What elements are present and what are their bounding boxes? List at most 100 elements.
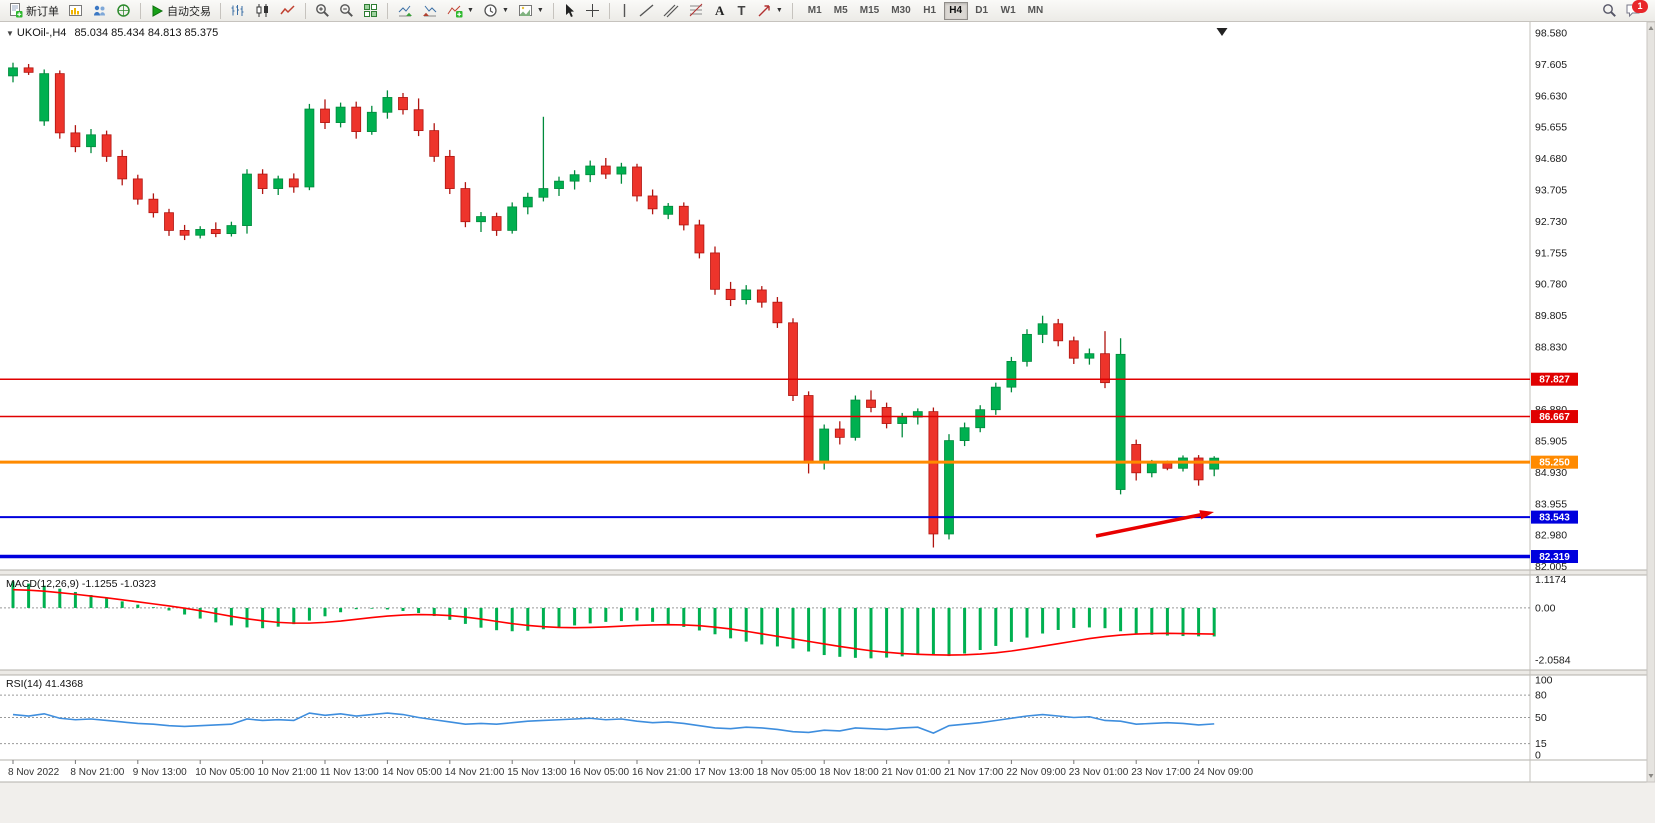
zoom-out-button[interactable]: [335, 1, 358, 21]
svg-text:0.00: 0.00: [1535, 602, 1556, 614]
svg-text:84.930: 84.930: [1535, 467, 1567, 479]
text-icon: A: [715, 3, 725, 18]
zoom-out-icon: [340, 4, 353, 17]
svg-text:11 Nov 13:00: 11 Nov 13:00: [320, 767, 379, 778]
cursor-button[interactable]: [559, 1, 580, 21]
bar-chart-icon: [231, 5, 244, 16]
arrow-tool-icon: [758, 5, 770, 17]
vertical-scrollbar[interactable]: [1646, 22, 1655, 783]
indicators-add-icon: [447, 5, 463, 18]
profiles-button[interactable]: [88, 1, 111, 21]
chart-ohlc-values: 85.034 85.434 84.813 85.375: [74, 27, 219, 39]
timeframe-mn-button[interactable]: MN: [1023, 2, 1049, 20]
timeframe-m1-button[interactable]: M1: [803, 2, 827, 20]
svg-text:93.705: 93.705: [1535, 185, 1567, 197]
templates-button[interactable]: ▼: [514, 1, 548, 21]
tile-windows-icon: [364, 4, 377, 17]
crosshair-button[interactable]: [581, 1, 604, 21]
rsi-panel: 100 80 50 150: [0, 675, 1553, 761]
vertical-line-button[interactable]: [615, 1, 634, 21]
refresh-button[interactable]: [112, 1, 135, 21]
rsi-line: [12, 712, 1215, 735]
timeframe-m5-button[interactable]: M5: [829, 2, 853, 20]
svg-text:9 Nov 13:00: 9 Nov 13:00: [133, 767, 187, 778]
chart-window[interactable]: 98.580 97.605 96.630 95.655 94.680 93.705 92.7…: [0, 22, 1655, 823]
timeframe-m30-button[interactable]: M30: [886, 2, 915, 20]
svg-text:82.319: 82.319: [1539, 552, 1570, 563]
bar-chart-button[interactable]: [226, 1, 250, 21]
timeframe-w1-button[interactable]: W1: [996, 2, 1021, 20]
svg-text:82.005: 82.005: [1535, 561, 1567, 573]
macd-values: -1.1255 -1.0323: [81, 578, 157, 590]
time-axis: 8 Nov 2022 8 Nov 21:00 9 Nov 13:00 10 Nov 0…: [8, 760, 1254, 778]
auto-trading-label: 自动交易: [167, 5, 211, 18]
globe-icon: [117, 4, 130, 17]
svg-text:88.830: 88.830: [1535, 341, 1567, 353]
svg-text:23 Nov 17:00: 23 Nov 17:00: [1131, 767, 1191, 778]
chevron-down-icon: ▼: [501, 7, 509, 14]
chart-shift-button[interactable]: [418, 1, 442, 21]
svg-text:A: A: [715, 3, 725, 18]
chart-symbol-period: UKOil-,H4: [16, 27, 67, 39]
search-button[interactable]: [1598, 1, 1621, 21]
fibonacci-icon: [689, 3, 703, 17]
svg-text:50: 50: [1535, 712, 1547, 724]
trendline-button[interactable]: [635, 1, 658, 21]
timeframe-h1-button[interactable]: H1: [918, 2, 942, 20]
label-tool-button[interactable]: T: [731, 1, 752, 21]
zoom-in-icon: [316, 4, 329, 17]
notifications-button[interactable]: 1: [1621, 0, 1648, 21]
chevron-down-icon: ▼: [775, 7, 783, 14]
autoscroll-icon: [398, 5, 412, 17]
channel-button[interactable]: [659, 1, 683, 21]
svg-text:10 Nov 21:00: 10 Nov 21:00: [258, 767, 318, 778]
candlestick-button[interactable]: [251, 1, 275, 21]
chart-title: ▼ UKOil-,H4 85.034 85.434 84.813 85.375: [6, 27, 218, 39]
new-order-button[interactable]: 新订单: [4, 1, 63, 21]
timeframe-m15-button[interactable]: M15: [855, 2, 884, 20]
periods-button[interactable]: ▼: [479, 1, 513, 21]
templates-icon: [518, 5, 532, 16]
cursor-icon: [565, 4, 574, 17]
crosshair-icon: [585, 4, 599, 17]
new-order-label: 新订单: [26, 5, 59, 18]
new-chart-icon: [69, 5, 82, 16]
timeframe-h4-button[interactable]: H4: [943, 1, 968, 20]
line-chart-icon: [280, 5, 295, 15]
svg-text:24 Nov 09:00: 24 Nov 09:00: [1194, 767, 1254, 778]
autoscroll-button[interactable]: [393, 1, 417, 21]
price-tag: [1531, 410, 1578, 424]
svg-text:8 Nov 21:00: 8 Nov 21:00: [70, 767, 124, 778]
arrow-annotation[interactable]: [1095, 510, 1214, 538]
scrollbar-up-arrow: [1648, 26, 1654, 30]
indicators-add-button[interactable]: ▼: [443, 1, 478, 21]
chart-dropdown-icon: ▼: [6, 29, 14, 38]
search-icon: [1603, 4, 1616, 17]
chart-canvas[interactable]: 98.580 97.605 96.630 95.655 94.680 93.705 92.7…: [0, 22, 1655, 823]
svg-text:14 Nov 05:00: 14 Nov 05:00: [382, 767, 442, 778]
new-chart-button[interactable]: [64, 1, 87, 21]
notification-badge: 1: [1632, 0, 1648, 13]
svg-text:T: T: [737, 3, 745, 18]
text-tool-button[interactable]: A: [709, 1, 730, 21]
auto-trading-play-icon: [152, 4, 164, 17]
svg-text:97.605: 97.605: [1535, 59, 1567, 71]
svg-text:1.1174: 1.1174: [1535, 574, 1566, 586]
svg-text:17 Nov 13:00: 17 Nov 13:00: [694, 767, 754, 778]
arrow-tool-button[interactable]: ▼: [753, 1, 787, 21]
line-chart-button[interactable]: [276, 1, 300, 21]
horizontal-level-lines[interactable]: 87.827 86.667 85.250 83.543 82.319: [0, 372, 1578, 564]
timeframe-d1-button[interactable]: D1: [970, 2, 994, 20]
fibonacci-button[interactable]: [684, 1, 708, 21]
zoom-in-button[interactable]: [311, 1, 334, 21]
svg-text:15: 15: [1535, 738, 1547, 750]
svg-text:83.955: 83.955: [1535, 498, 1567, 510]
svg-text:18 Nov 05:00: 18 Nov 05:00: [757, 767, 817, 778]
auto-trading-button[interactable]: 自动交易: [146, 1, 215, 21]
tile-windows-button[interactable]: [359, 1, 382, 21]
svg-text:87.827: 87.827: [1539, 375, 1570, 386]
periods-clock-icon: [484, 4, 497, 17]
svg-text:83.543: 83.543: [1539, 513, 1570, 524]
trendline-icon: [639, 4, 654, 17]
label-icon: T: [737, 3, 745, 18]
